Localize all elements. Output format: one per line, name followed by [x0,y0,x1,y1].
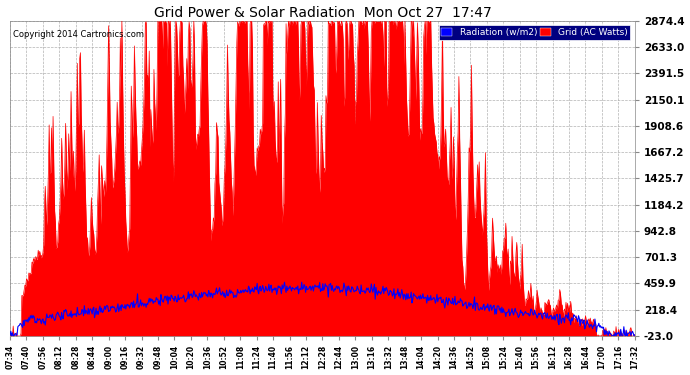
Title: Grid Power & Solar Radiation  Mon Oct 27  17:47: Grid Power & Solar Radiation Mon Oct 27 … [154,6,491,20]
Text: Copyright 2014 Cartronics.com: Copyright 2014 Cartronics.com [13,30,144,39]
Legend: Radiation (w/m2), Grid (AC Watts): Radiation (w/m2), Grid (AC Watts) [439,25,630,40]
